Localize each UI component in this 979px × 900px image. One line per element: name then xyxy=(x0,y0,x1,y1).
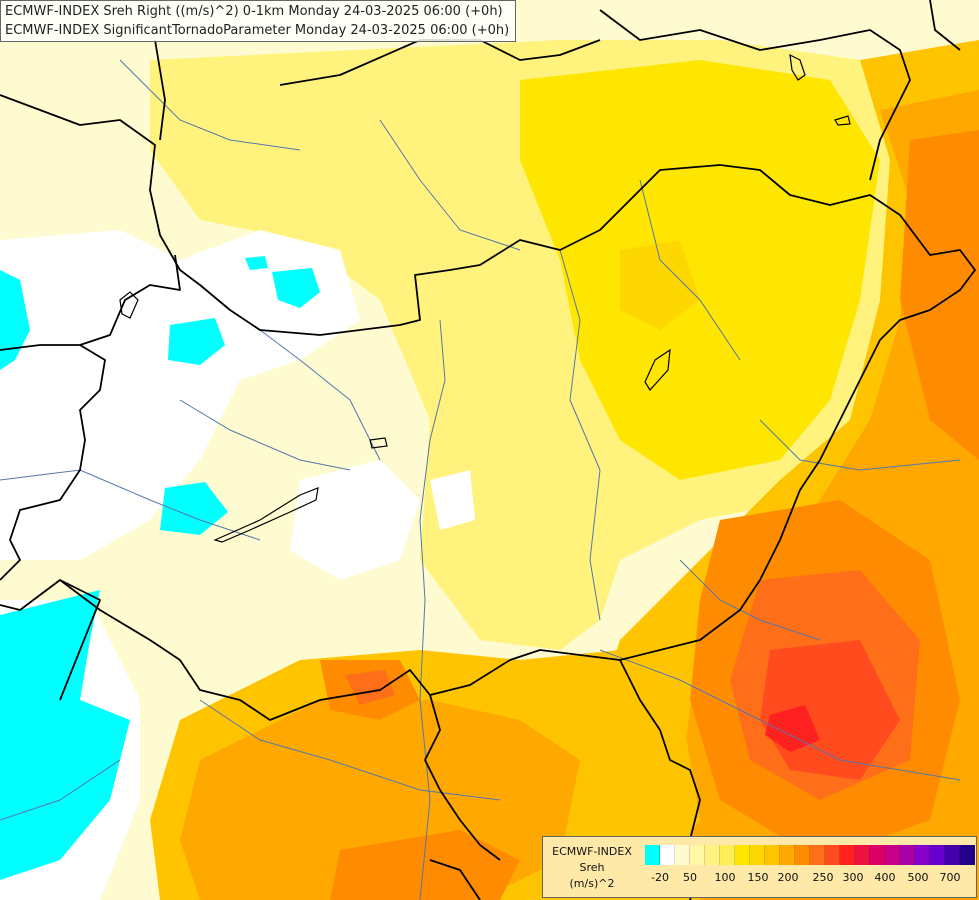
field-cyan-southwest xyxy=(0,590,130,880)
legend-swatch xyxy=(750,845,765,865)
legend-swatch xyxy=(735,845,750,865)
legend-swatch xyxy=(705,845,720,865)
legend-swatch xyxy=(945,845,960,865)
map-title-line-2: ECMWF-INDEX SignificantTornadoParameter … xyxy=(5,23,510,38)
field-cyan-d xyxy=(160,482,228,535)
field-white-west xyxy=(0,230,360,560)
legend-swatch xyxy=(765,845,780,865)
field-red-south xyxy=(345,670,395,705)
legend-ticks: -20 50 100 150 200 250 300 400 500 700 xyxy=(645,871,975,889)
field-white-center xyxy=(290,460,420,580)
legend-swatch xyxy=(690,845,705,865)
map-title-box: ECMWF-INDEX Sreh Right ((m/s)^2) 0-1km M… xyxy=(0,0,516,42)
legend-swatch xyxy=(780,845,795,865)
legend-swatch xyxy=(795,845,810,865)
legend-swatch xyxy=(810,845,825,865)
map-title-line-1: ECMWF-INDEX Sreh Right ((m/s)^2) 0-1km M… xyxy=(5,4,503,19)
legend-swatch xyxy=(915,845,930,865)
legend-swatch xyxy=(900,845,915,865)
legend-swatch xyxy=(720,845,735,865)
field-cyan-c xyxy=(245,256,268,270)
field-cyan-b xyxy=(272,268,320,308)
legend-tick-label: 250 xyxy=(812,871,834,884)
rivers xyxy=(0,59,961,900)
field-cyan-a xyxy=(168,318,225,365)
field-red-orange-bottom xyxy=(330,830,520,900)
legend-swatches xyxy=(645,845,975,865)
field-white-center2 xyxy=(430,470,475,530)
legend-tick-label: 150 xyxy=(747,871,769,884)
legend-swatch xyxy=(675,845,690,865)
legend-swatch xyxy=(870,845,885,865)
field-red-orange-east xyxy=(900,130,979,460)
legend-swatch xyxy=(840,845,855,865)
legend-tick-label: 300 xyxy=(842,871,864,884)
legend-swatch xyxy=(885,845,900,865)
legend-variable-label: Sreh xyxy=(579,861,605,874)
legend-unit-label: (m/s)^2 xyxy=(569,877,615,890)
field-cyan-west xyxy=(0,270,30,370)
legend-swatch xyxy=(855,845,870,865)
color-legend: ECMWF-INDEX Sreh (m/s)^2 -20 50 100 150 200 2… xyxy=(542,836,977,898)
legend-swatch xyxy=(645,845,660,865)
legend-swatch xyxy=(825,845,840,865)
legend-swatch xyxy=(930,845,945,865)
legend-swatch xyxy=(960,845,975,865)
field-gold-northeast xyxy=(620,240,700,330)
legend-tick-label: 200 xyxy=(777,871,799,884)
legend-tick-label: 700 xyxy=(939,871,961,884)
legend-tick-label: 500 xyxy=(907,871,929,884)
legend-swatch xyxy=(660,845,675,865)
legend-tick-label: 50 xyxy=(683,871,697,884)
legend-tick-label: 100 xyxy=(714,871,736,884)
lakes xyxy=(119,53,851,543)
legend-tick-label: -20 xyxy=(651,871,669,884)
field-core-red-southeast xyxy=(765,705,820,752)
legend-tick-label: 400 xyxy=(874,871,896,884)
legend-source-label: ECMWF-INDEX xyxy=(552,845,632,858)
field-yellow-deep xyxy=(520,60,880,480)
